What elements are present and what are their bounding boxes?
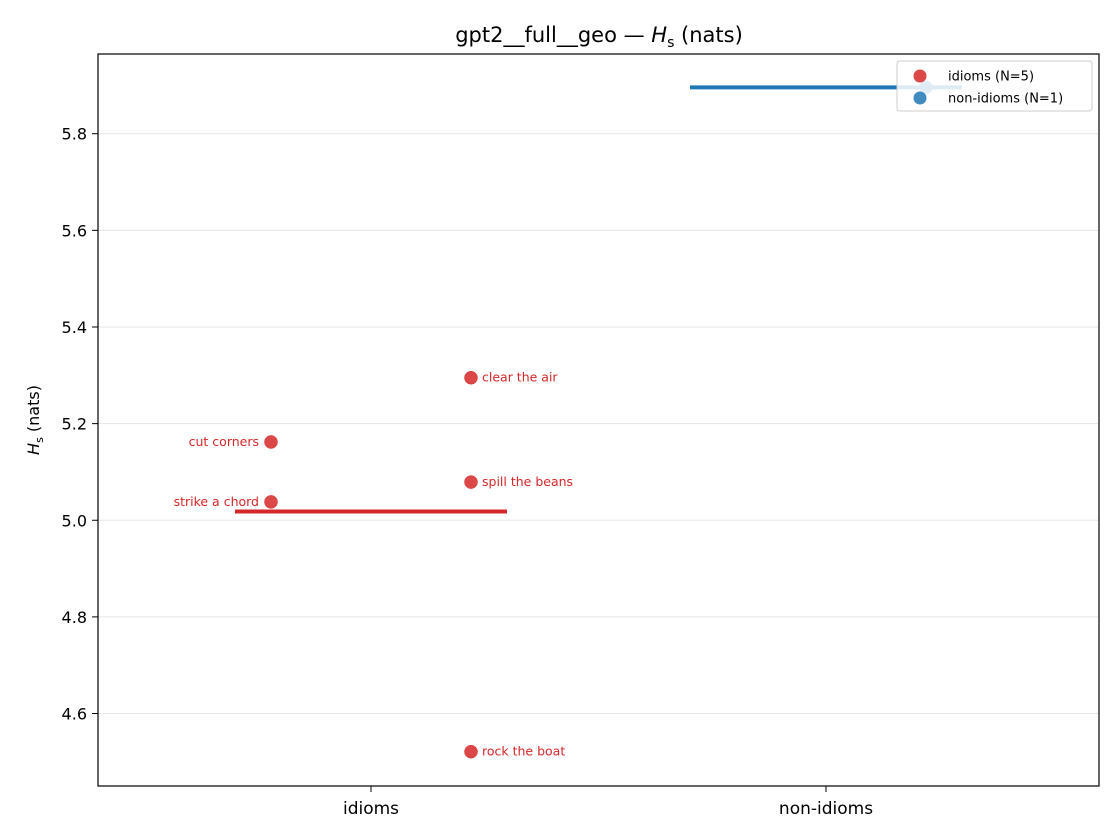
chart-title-unit: (nats) xyxy=(674,23,742,47)
legend-entry: idioms (N=5) xyxy=(948,70,1034,85)
y-axis-label-unit: (nats) xyxy=(24,385,43,437)
legend-entry: non-idioms (N=1) xyxy=(948,92,1063,107)
grid-lines xyxy=(98,133,1099,715)
y-tick-label: 5.2 xyxy=(62,415,87,434)
y-axis-label-subscript: s xyxy=(33,437,46,443)
point-label: cut corners xyxy=(189,434,259,449)
data-point xyxy=(464,744,478,759)
y-tick-label: 5.4 xyxy=(62,318,87,337)
point-label: clear the air xyxy=(482,370,558,385)
y-axis-label-symbol: H xyxy=(24,443,43,455)
chart-title-subscript: s xyxy=(667,35,674,51)
point-labels: clear the air cut corners spill the beans s… xyxy=(174,370,573,759)
y-axis-label: Hs (nats) xyxy=(24,385,46,455)
plot-frame xyxy=(97,53,1100,787)
point-label: spill the beans xyxy=(482,474,573,489)
data-point xyxy=(264,435,278,449)
legend-marker xyxy=(913,91,927,105)
data-point xyxy=(464,370,478,385)
legend: idioms (N=5) non-idioms (N=1) xyxy=(896,60,1093,112)
chart-title: gpt2__full__geo — Hs (nats) xyxy=(455,23,743,51)
legend-marker xyxy=(913,69,927,83)
y-tick-label: 5.8 xyxy=(62,125,87,144)
y-tick-label: 5.6 xyxy=(62,221,87,240)
data-point xyxy=(464,475,478,489)
y-tick-label: 5.0 xyxy=(62,511,87,530)
x-axis: idioms non-idioms xyxy=(343,786,873,819)
chart-title-symbol: H xyxy=(651,23,667,47)
x-tick-label: idioms xyxy=(343,799,399,819)
data-point xyxy=(264,495,278,509)
x-tick-label: non-idioms xyxy=(779,799,873,819)
legend-frame xyxy=(896,60,1093,112)
y-tick-label: 4.6 xyxy=(62,705,87,724)
point-label: rock the boat xyxy=(482,744,565,759)
chart-title-main: gpt2__full__geo — xyxy=(455,23,651,48)
y-tick-label: 4.8 xyxy=(62,608,87,627)
point-label: strike a chord xyxy=(174,494,259,509)
y-axis: 4.6 4.8 5.0 5.2 5.4 5.6 5.8 xyxy=(62,125,98,724)
